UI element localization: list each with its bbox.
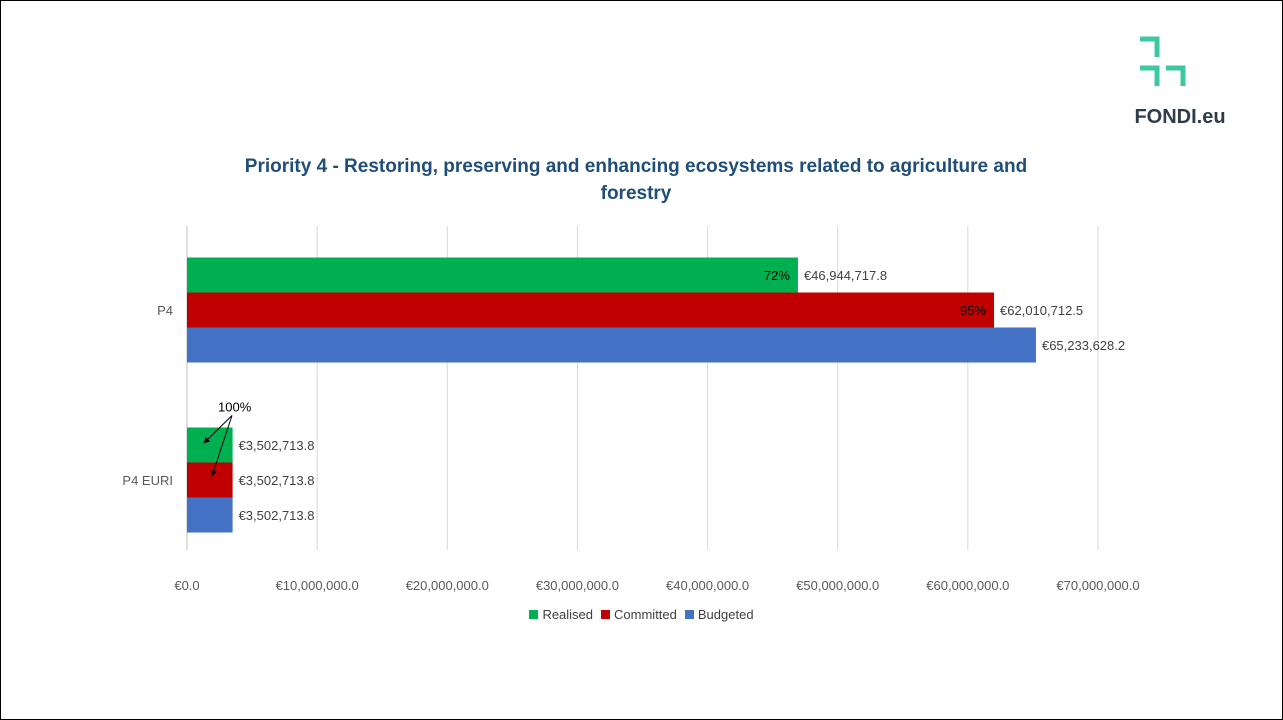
legend-item: Budgeted: [684, 607, 754, 622]
legend-label: Realised: [542, 607, 594, 622]
legend-swatch: [529, 610, 539, 619]
annotation-label: 100%: [218, 400, 252, 415]
bar-committed: [187, 292, 995, 328]
x-tick-label: €40,000,000.0: [666, 578, 749, 593]
x-tick-label: €60,000,000.0: [926, 578, 1009, 593]
x-tick-label: €0.0: [174, 578, 199, 593]
x-tick-label: €10,000,000.0: [276, 578, 359, 593]
x-tick-label: €50,000,000.0: [796, 578, 879, 593]
percent-label: 95%: [960, 303, 986, 318]
chart-title: Priority 4 - Restoring, preserving and e…: [244, 156, 1028, 204]
data-label: €62,010,712.5: [1000, 303, 1083, 318]
bar-budgeted: [187, 327, 1036, 363]
bar-committed: [187, 462, 233, 498]
annotation-arrow: [210, 415, 233, 477]
annotation-arrow: [203, 415, 233, 444]
chart-legend: Realised Committed Budgeted: [0, 607, 1283, 622]
category-label: P4 EURI: [122, 473, 173, 488]
data-label: €3,502,713.8: [239, 438, 315, 453]
data-label: €3,502,713.8: [239, 508, 315, 523]
category-label: P4: [157, 303, 173, 318]
x-tick-label: €70,000,000.0: [1056, 578, 1139, 593]
percent-label: 72%: [764, 268, 790, 283]
bar-realised: [187, 257, 798, 293]
fondi-logo: FONDI.eu: [1134, 36, 1226, 131]
legend-swatch: [601, 610, 611, 619]
data-label: €46,944,717.8: [804, 268, 887, 283]
data-label: €65,233,628.2: [1042, 338, 1125, 353]
logo-text: FONDI.eu: [1134, 106, 1226, 128]
legend-swatch: [684, 610, 694, 619]
legend-item: Committed: [601, 607, 677, 622]
bar-budgeted: [187, 497, 233, 533]
legend-label: Budgeted: [697, 607, 754, 622]
data-label: €3,502,713.8: [239, 473, 315, 488]
bar-realised: [187, 427, 233, 463]
x-tick-label: €20,000,000.0: [406, 578, 489, 593]
legend-label: Committed: [614, 607, 677, 622]
x-tick-label: €30,000,000.0: [536, 578, 619, 593]
legend-item: Realised: [529, 607, 593, 622]
fondi-logo-mark-icon: [1140, 36, 1186, 86]
